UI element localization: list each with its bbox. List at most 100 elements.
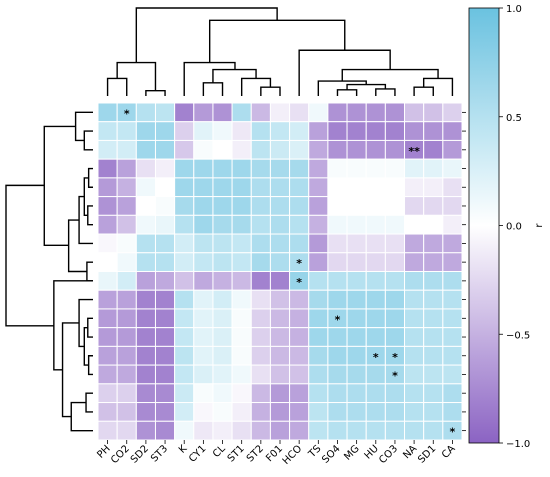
x-tick-label: CO3	[377, 443, 400, 466]
heatmap-cell	[154, 121, 176, 141]
heatmap-cell	[365, 233, 386, 254]
dendrogram-link	[87, 167, 93, 188]
heatmap-cell	[423, 289, 444, 310]
heatmap-cell	[289, 102, 310, 123]
heatmap-cell	[423, 383, 444, 404]
heatmap-cell	[346, 383, 367, 404]
heatmap-cell	[404, 158, 425, 179]
heatmap-cell	[365, 214, 386, 235]
colorbar-tick-label: −0.5	[506, 330, 530, 341]
heatmap-cell	[193, 420, 214, 441]
heatmap-cell	[289, 364, 310, 385]
heatmap-cell	[404, 196, 425, 216]
heatmap-cell	[174, 177, 195, 198]
heatmap-cell	[346, 121, 367, 141]
x-tick-label: CO2	[109, 443, 132, 466]
heatmap-cell	[327, 233, 348, 254]
heatmap-cell	[193, 308, 214, 329]
heatmap-cell	[212, 327, 233, 347]
heatmap-cell	[193, 139, 214, 160]
heatmap-cell	[423, 402, 444, 422]
heatmap-cell	[346, 271, 367, 291]
heatmap-cell	[154, 420, 176, 441]
heatmap-cell	[116, 233, 137, 254]
dendrogram-link	[336, 89, 358, 96]
heatmap-cell	[442, 364, 463, 385]
heatmap-cell	[231, 139, 252, 160]
heatmap-cell	[384, 327, 406, 347]
heatmap-cell	[365, 327, 386, 347]
heatmap-cell	[116, 271, 137, 291]
heatmap-cell	[404, 420, 425, 441]
heatmap-cell	[116, 402, 137, 422]
heatmap-cell	[193, 233, 214, 254]
heatmap-cell	[423, 327, 444, 347]
row-dendrogram	[5, 111, 93, 432]
heatmap-cell	[97, 139, 118, 160]
heatmap-cell	[193, 177, 214, 198]
heatmap-cell	[97, 327, 118, 347]
heatmap-cell	[250, 364, 271, 385]
heatmap-cell	[250, 327, 271, 347]
heatmap-cell	[365, 196, 386, 216]
colorbar-tick-label: 0.0	[506, 222, 522, 233]
heatmap-cell	[135, 177, 156, 198]
heatmap-cell	[365, 158, 386, 179]
heatmap-cell	[212, 102, 233, 123]
heatmap-cell	[193, 196, 214, 216]
heatmap-cell	[212, 121, 233, 141]
heatmap-cell	[269, 420, 291, 441]
heatmap-cell	[269, 158, 291, 179]
heatmap-cell	[250, 139, 271, 160]
heatmap-cell	[308, 289, 329, 310]
heatmap-cell	[308, 139, 329, 160]
heatmap-cell	[269, 196, 291, 216]
heatmap-cell	[154, 139, 176, 160]
colorbar-tick-label: 0.5	[506, 113, 522, 124]
heatmap-cell	[404, 364, 425, 385]
heatmap-cell	[308, 402, 329, 422]
heatmap-cell	[116, 177, 137, 198]
heatmap-cell	[269, 233, 291, 254]
heatmap-cell	[212, 383, 233, 404]
heatmap-cell	[154, 308, 176, 329]
heatmap-cell	[193, 252, 214, 272]
heatmap-cell	[193, 345, 214, 366]
heatmap-cell	[135, 364, 156, 385]
heatmap-cell	[404, 177, 425, 198]
significance-star: *	[335, 313, 341, 326]
heatmap-cell	[365, 383, 386, 404]
heatmap-cell	[327, 383, 348, 404]
heatmap-cell	[135, 327, 156, 347]
heatmap-cell	[346, 327, 367, 347]
significance-star: *	[124, 107, 130, 120]
heatmap-cell	[174, 327, 195, 347]
heatmap-cell	[154, 214, 176, 235]
heatmap-cell	[365, 289, 386, 310]
heatmap-cell	[116, 139, 137, 160]
heatmap-cell	[135, 121, 156, 141]
heatmap-cell	[442, 289, 463, 310]
heatmap-cell	[384, 252, 406, 272]
heatmap-cell	[346, 364, 367, 385]
heatmap-cell	[442, 196, 463, 216]
heatmap-cell	[135, 402, 156, 422]
heatmap-cell	[174, 196, 195, 216]
heatmap-cell	[154, 345, 176, 366]
heatmap-cell	[269, 271, 291, 291]
x-tick-label: SD2	[129, 443, 151, 465]
heatmap-cell	[269, 327, 291, 347]
heatmap-cell	[250, 196, 271, 216]
column-dendrogram	[106, 7, 454, 96]
heatmap-cell	[116, 327, 137, 347]
heatmap-cell	[404, 289, 425, 310]
heatmap-cell	[116, 289, 137, 310]
heatmap-cell	[289, 196, 310, 216]
heatmap-cell	[308, 177, 329, 198]
heatmap-cell	[365, 271, 386, 291]
heatmap-cell	[212, 289, 233, 310]
heatmap-cell	[193, 158, 214, 179]
dendrogram-link	[67, 219, 87, 273]
heatmap-cell	[116, 158, 137, 179]
